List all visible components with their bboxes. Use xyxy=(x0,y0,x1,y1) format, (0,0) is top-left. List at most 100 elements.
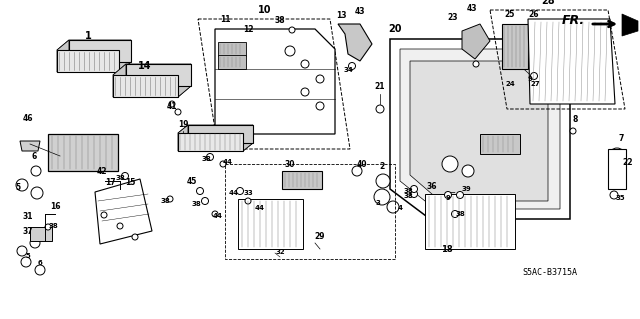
Circle shape xyxy=(610,191,618,199)
Text: 8: 8 xyxy=(572,115,578,124)
Text: S5AC-B3715A: S5AC-B3715A xyxy=(522,268,577,277)
Circle shape xyxy=(207,153,214,160)
Circle shape xyxy=(167,196,173,202)
Text: 46: 46 xyxy=(23,114,33,123)
Circle shape xyxy=(301,60,309,68)
Text: 38: 38 xyxy=(48,223,58,229)
Polygon shape xyxy=(57,50,119,72)
Circle shape xyxy=(31,187,43,199)
Polygon shape xyxy=(20,141,40,151)
Text: 27: 27 xyxy=(530,81,540,87)
Circle shape xyxy=(473,61,479,67)
Text: 37: 37 xyxy=(22,227,33,236)
Circle shape xyxy=(316,75,324,83)
Polygon shape xyxy=(113,64,126,97)
Text: 6: 6 xyxy=(31,152,36,161)
Text: 12: 12 xyxy=(243,25,253,34)
Text: 11: 11 xyxy=(220,15,230,24)
Polygon shape xyxy=(622,14,638,36)
Circle shape xyxy=(462,165,474,177)
Text: 38: 38 xyxy=(275,16,285,25)
Polygon shape xyxy=(113,86,191,97)
Circle shape xyxy=(387,201,399,213)
Circle shape xyxy=(456,191,463,198)
Circle shape xyxy=(440,196,447,203)
Text: 10: 10 xyxy=(259,5,272,15)
Circle shape xyxy=(101,212,107,218)
Circle shape xyxy=(237,188,243,195)
Text: 43: 43 xyxy=(355,7,365,16)
Polygon shape xyxy=(178,64,191,97)
Text: 41: 41 xyxy=(167,102,177,111)
Text: 35: 35 xyxy=(615,195,625,201)
Text: 7: 7 xyxy=(618,134,624,143)
Circle shape xyxy=(122,173,129,180)
Text: 20: 20 xyxy=(388,24,402,34)
Circle shape xyxy=(410,190,417,197)
Text: 44: 44 xyxy=(213,213,223,219)
Text: 17: 17 xyxy=(105,178,115,187)
Polygon shape xyxy=(57,40,69,72)
Text: 38: 38 xyxy=(403,193,413,199)
Text: 44: 44 xyxy=(229,190,239,196)
Text: 44: 44 xyxy=(223,159,233,165)
Polygon shape xyxy=(528,19,615,104)
Circle shape xyxy=(35,265,45,275)
Circle shape xyxy=(117,223,123,229)
Text: 18: 18 xyxy=(441,245,453,254)
Polygon shape xyxy=(95,179,152,244)
Circle shape xyxy=(316,102,324,110)
Bar xyxy=(608,149,626,189)
Text: 38: 38 xyxy=(455,211,465,217)
Polygon shape xyxy=(338,24,372,61)
Polygon shape xyxy=(113,75,178,97)
Bar xyxy=(218,55,246,69)
Text: 45: 45 xyxy=(187,177,197,186)
Bar xyxy=(425,194,515,249)
Text: 2: 2 xyxy=(380,162,385,171)
Circle shape xyxy=(17,246,27,256)
Circle shape xyxy=(374,189,390,205)
Text: 38: 38 xyxy=(160,198,170,204)
Text: 5: 5 xyxy=(26,253,30,259)
Circle shape xyxy=(212,211,218,217)
Circle shape xyxy=(252,205,259,212)
Circle shape xyxy=(376,174,390,188)
Polygon shape xyxy=(178,143,253,151)
Text: 44: 44 xyxy=(255,205,265,211)
Text: 32: 32 xyxy=(275,249,285,255)
Text: 38: 38 xyxy=(201,156,211,162)
Bar xyxy=(282,171,322,189)
Circle shape xyxy=(570,128,576,134)
Circle shape xyxy=(202,197,209,204)
Polygon shape xyxy=(178,125,253,133)
Polygon shape xyxy=(57,40,131,50)
Text: 38: 38 xyxy=(191,201,201,207)
Circle shape xyxy=(289,27,295,33)
Circle shape xyxy=(349,63,355,70)
Polygon shape xyxy=(113,64,191,75)
Text: 38: 38 xyxy=(115,175,125,181)
Polygon shape xyxy=(243,125,253,151)
Text: 43: 43 xyxy=(467,4,477,13)
Circle shape xyxy=(609,148,625,164)
Text: 42: 42 xyxy=(97,167,108,176)
Text: 19: 19 xyxy=(178,120,188,129)
Circle shape xyxy=(169,101,175,107)
Polygon shape xyxy=(178,125,188,151)
Polygon shape xyxy=(390,39,570,219)
Circle shape xyxy=(352,166,362,176)
Text: 38: 38 xyxy=(403,188,413,194)
Polygon shape xyxy=(410,61,548,201)
Text: 23: 23 xyxy=(448,13,458,22)
Text: 15: 15 xyxy=(125,178,135,187)
Bar xyxy=(238,199,303,249)
Circle shape xyxy=(445,191,451,198)
Text: 28: 28 xyxy=(541,0,555,6)
Circle shape xyxy=(531,72,538,79)
Text: 5: 5 xyxy=(15,183,20,192)
Circle shape xyxy=(285,46,295,56)
Text: 9: 9 xyxy=(527,76,532,82)
Text: 1: 1 xyxy=(84,31,92,41)
Polygon shape xyxy=(119,40,131,72)
